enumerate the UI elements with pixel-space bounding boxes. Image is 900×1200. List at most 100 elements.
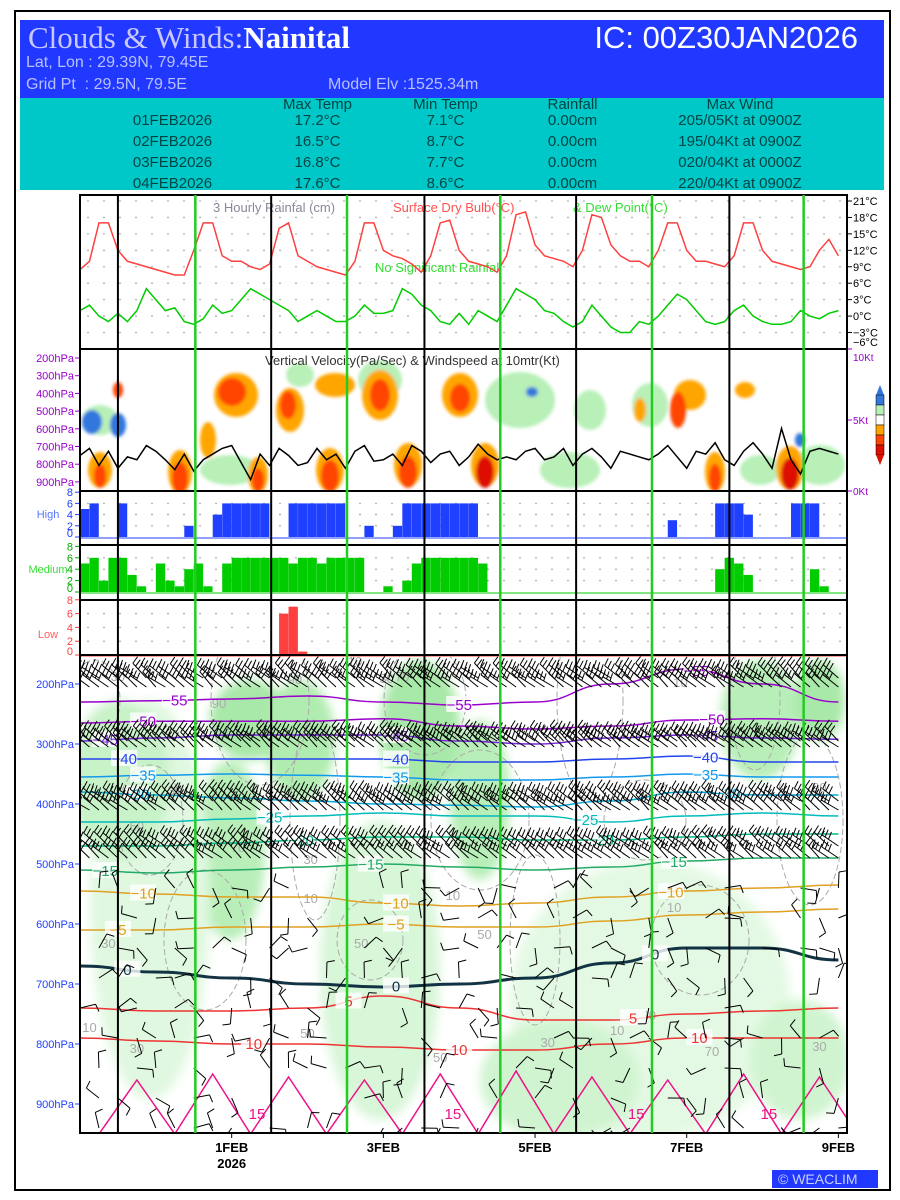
grid-dot xyxy=(263,216,265,219)
wind-barb-feather xyxy=(739,1005,744,1013)
wind-barb-feather xyxy=(551,728,557,736)
wind-barb-feather xyxy=(790,732,795,741)
wind-barb-feather xyxy=(280,669,284,678)
wind-barb-feather xyxy=(369,785,373,794)
wind-barb-feather xyxy=(98,732,103,741)
wind-barb xyxy=(151,731,166,748)
grid-dot xyxy=(391,200,393,202)
wind-barb-feather xyxy=(429,672,434,681)
wind-barb-feather xyxy=(697,842,703,850)
wind-barb-feather xyxy=(600,726,606,735)
wind-barb-feather xyxy=(297,672,301,681)
wind-barb xyxy=(472,733,488,748)
wind-barb-feather xyxy=(593,792,597,801)
grid-dot xyxy=(567,282,569,285)
wind-barb-feather xyxy=(625,829,630,838)
wind-barb-feather xyxy=(701,779,707,787)
grid-dot xyxy=(87,216,89,219)
wind-barb xyxy=(250,917,253,934)
wind-barb-feather xyxy=(211,831,216,840)
wind-barb-feather xyxy=(827,796,832,805)
grid-dot xyxy=(407,557,409,559)
grid-dot xyxy=(599,626,601,629)
grid-dot xyxy=(583,525,585,527)
wind-barb-feather xyxy=(396,837,402,845)
wind-barb-feather xyxy=(171,669,177,677)
wind-barb-feather xyxy=(511,730,516,739)
wind-barb xyxy=(149,728,166,742)
wind-barb-feather xyxy=(70,787,73,795)
grid-dot xyxy=(151,626,153,629)
wind-barb-feather xyxy=(539,793,544,802)
wind-barb-feather xyxy=(761,732,766,741)
wind-barb-feather xyxy=(357,790,362,799)
wind-barb-feather xyxy=(581,843,586,852)
grid-dot xyxy=(327,626,329,629)
wind-barb-feather xyxy=(689,658,695,666)
wind-barb xyxy=(307,1022,310,1039)
wind-barb-feather xyxy=(757,780,763,788)
wind-barb-feather xyxy=(142,829,147,838)
wind-barb-feather xyxy=(719,719,725,728)
wind-barb xyxy=(546,834,564,847)
wind-barb-feather xyxy=(123,824,130,832)
cloud-bar-medium xyxy=(440,557,450,592)
wind-barb xyxy=(553,946,570,949)
wind-barb-feather xyxy=(198,1020,205,1027)
wind-barb xyxy=(101,735,119,748)
wind-barb-feather xyxy=(479,782,484,791)
grid-dot xyxy=(359,315,361,317)
wind-barb xyxy=(379,731,394,748)
wind-barb xyxy=(214,735,232,748)
grid-dot xyxy=(407,282,409,285)
wind-barb xyxy=(745,847,763,859)
wind-barb-feather xyxy=(382,1079,391,1083)
wind-barb xyxy=(719,726,735,742)
wind-barb-feather xyxy=(253,790,258,798)
grid-dot xyxy=(359,265,361,268)
wind-barb xyxy=(585,734,602,748)
grid-dot xyxy=(743,502,745,505)
wind-barb-feather xyxy=(372,787,377,796)
grid-dot xyxy=(839,579,841,582)
wind-barb-feather xyxy=(237,836,244,844)
cloud-bar-high xyxy=(250,503,260,537)
wind-barb-feather xyxy=(152,840,157,849)
wind-barb-feather xyxy=(811,782,815,791)
wind-barb xyxy=(534,967,548,979)
rh-contour xyxy=(776,734,844,906)
wind-barb xyxy=(407,672,422,688)
grid-dot xyxy=(615,233,617,235)
wind-barb xyxy=(662,672,678,688)
grid-dot xyxy=(775,331,777,334)
wind-barb-feather xyxy=(769,669,775,677)
wind-barb-feather xyxy=(139,781,145,789)
grid-dot xyxy=(103,557,105,559)
wind-barb xyxy=(274,831,289,847)
wind-barb-feather xyxy=(674,669,680,677)
wind-barb xyxy=(365,676,384,688)
wind-barb-feather xyxy=(732,844,737,852)
wind-barb-feather xyxy=(661,657,667,666)
wind-barb xyxy=(747,1032,763,1039)
wind-barb-feather xyxy=(641,658,647,667)
grid-dot xyxy=(695,233,697,235)
grid-dot xyxy=(375,265,377,268)
wind-barb-feather xyxy=(721,729,726,738)
wind-barb xyxy=(452,674,469,688)
grid-dot xyxy=(567,640,569,642)
wind-barb-feather xyxy=(634,842,638,851)
grid-dot xyxy=(647,233,649,235)
wind-barb-feather xyxy=(133,792,138,801)
grid-dot xyxy=(679,502,681,505)
wind-barb xyxy=(699,665,716,679)
isotherm-label: 10 xyxy=(691,1030,708,1047)
wind-barb-feather xyxy=(132,656,138,664)
wind-barb-feather xyxy=(488,1078,496,1085)
grid-dot xyxy=(279,233,281,235)
wind-barb-feather xyxy=(317,731,323,740)
wind-barb-feather xyxy=(612,827,616,836)
wind-barb-feather xyxy=(368,789,374,797)
wind-barb-feather xyxy=(384,669,389,678)
wind-barb-feather xyxy=(691,836,698,844)
